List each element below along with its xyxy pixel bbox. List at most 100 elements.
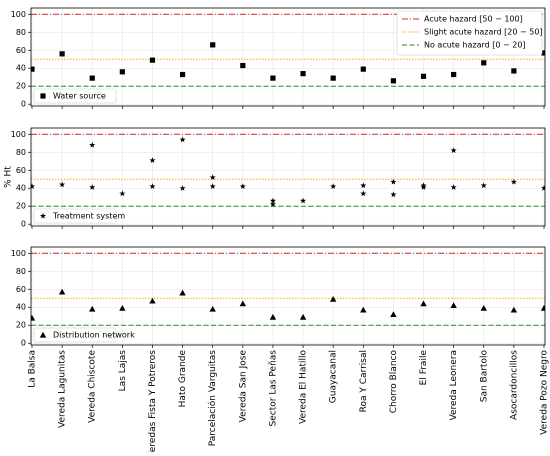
marker xyxy=(209,305,216,312)
marker xyxy=(300,197,307,204)
legend-label: Distribution network xyxy=(53,331,135,340)
marker xyxy=(59,181,66,188)
marker xyxy=(450,302,457,309)
y-axis-label: % Ht xyxy=(4,166,14,188)
marker xyxy=(119,190,126,197)
marker xyxy=(89,305,96,312)
y-tick-label: 0 xyxy=(21,339,26,348)
y-tick-label: 80 xyxy=(16,28,26,37)
marker xyxy=(511,68,517,74)
marker xyxy=(239,300,247,307)
plot-area xyxy=(31,128,545,226)
marker xyxy=(119,304,126,311)
marker xyxy=(510,178,517,185)
x-tick-label: Veredas Fista Y Potreros xyxy=(148,350,158,452)
marker xyxy=(59,51,65,57)
x-tick-label: El Fraile xyxy=(419,350,429,386)
marker xyxy=(480,304,487,311)
x-tick-label: Roa Y Carrisal xyxy=(359,350,369,412)
y-tick-label: 100 xyxy=(11,10,26,19)
marker xyxy=(390,178,397,185)
marker xyxy=(420,73,427,79)
marker xyxy=(360,66,366,72)
marker xyxy=(420,184,427,190)
marker xyxy=(209,183,216,190)
marker xyxy=(300,71,306,77)
marker xyxy=(179,71,186,78)
marker xyxy=(40,93,46,99)
legend-label: Slight acute hazard [20 − 50] xyxy=(424,28,543,37)
marker xyxy=(240,62,246,69)
x-tick-label: Vereda Lagunitas xyxy=(58,350,68,428)
x-tick-label: Vereda Leonera xyxy=(449,350,459,420)
marker xyxy=(540,185,545,191)
marker xyxy=(209,174,216,181)
marker xyxy=(31,66,35,72)
y-tick-label: 60 xyxy=(16,46,26,55)
marker xyxy=(149,57,156,63)
y-tick-label: 40 xyxy=(16,303,26,312)
axes-frame xyxy=(30,127,546,227)
axes-frame xyxy=(30,246,546,346)
marker xyxy=(149,297,156,304)
marker xyxy=(89,184,96,190)
x-tick-label: Vereda Chiscote xyxy=(88,350,98,423)
legend-box xyxy=(33,327,117,343)
marker xyxy=(481,60,487,66)
legend-box xyxy=(396,10,543,56)
plot-area xyxy=(31,247,545,345)
marker xyxy=(510,306,518,313)
y-tick-label: 60 xyxy=(16,285,26,294)
marker xyxy=(360,190,367,197)
x-tick-label: Chorro Blanco xyxy=(389,350,399,414)
y-tick-label: 80 xyxy=(16,148,26,157)
x-tick-label: Vereda San Jose xyxy=(238,350,248,423)
marker xyxy=(39,212,47,219)
marker xyxy=(269,313,277,320)
marker xyxy=(179,289,186,296)
marker xyxy=(390,311,397,318)
y-tick-label: 100 xyxy=(11,130,26,139)
legend-label: Treatment system xyxy=(52,212,125,221)
marker xyxy=(390,78,397,84)
y-tick-label: 60 xyxy=(16,166,26,175)
marker xyxy=(269,197,276,204)
marker xyxy=(360,182,367,189)
marker xyxy=(360,306,367,313)
marker xyxy=(270,75,276,81)
marker xyxy=(450,147,457,154)
y-tick-label: 80 xyxy=(16,267,26,276)
marker xyxy=(210,42,216,48)
marker xyxy=(31,314,36,321)
marker xyxy=(31,183,36,190)
marker xyxy=(330,183,337,190)
legend-label: Water source xyxy=(53,92,106,101)
marker xyxy=(390,191,397,198)
marker xyxy=(451,71,457,78)
marker xyxy=(540,304,545,311)
x-tick-label: Hato Grande xyxy=(178,350,188,408)
y-tick-label: 0 xyxy=(21,100,26,109)
legend-box xyxy=(33,208,117,224)
marker xyxy=(480,182,487,189)
x-tick-label: Las Lajas xyxy=(118,350,128,392)
x-tick-label: Parcelación Varguitas xyxy=(207,350,218,447)
x-tick-label: Asocardoncillos xyxy=(509,350,519,420)
x-tick-label: Sector Las Peñas xyxy=(268,350,278,427)
marker xyxy=(119,69,125,75)
marker xyxy=(329,295,337,302)
marker xyxy=(149,157,156,163)
marker xyxy=(89,75,95,81)
marker xyxy=(239,183,246,190)
x-tick-label: San Bartolo xyxy=(479,350,489,403)
marker xyxy=(420,300,427,307)
y-tick-label: 20 xyxy=(16,82,26,91)
axes-frame xyxy=(30,7,546,107)
y-tick-label: 40 xyxy=(16,184,26,193)
marker xyxy=(269,201,276,208)
y-tick-label: 0 xyxy=(21,220,26,229)
legend-box xyxy=(33,88,117,104)
marker xyxy=(58,288,66,295)
x-tick-label: Guayacanal xyxy=(329,350,339,403)
